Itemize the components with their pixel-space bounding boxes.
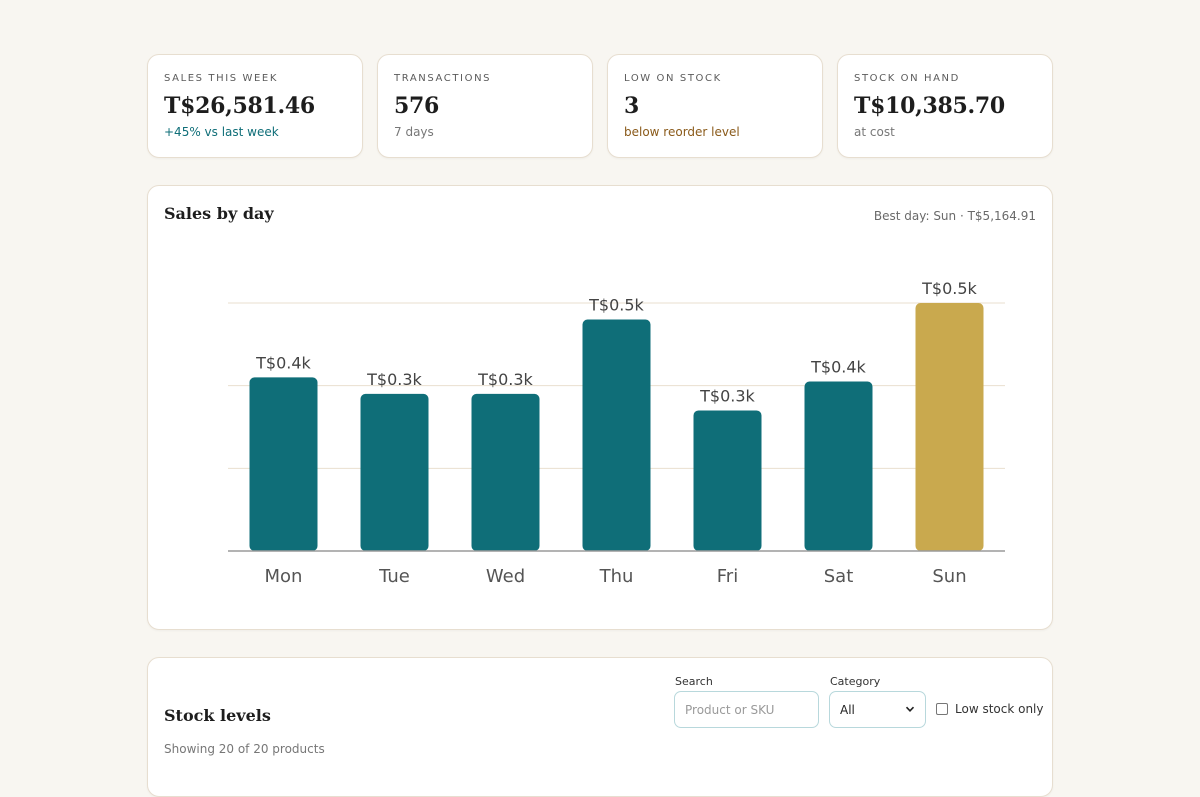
x-tick-label: Sun <box>932 566 966 587</box>
x-tick-label: Tue <box>378 566 410 587</box>
bar-fri <box>693 410 762 551</box>
search-input[interactable] <box>674 691 819 728</box>
bar-value-label: T$0.5k <box>921 279 977 298</box>
kpi-value: 3 <box>624 93 640 119</box>
x-tick-label: Sat <box>824 566 854 587</box>
bar-value-label: T$0.3k <box>699 386 755 405</box>
chart-title: Sales by day <box>164 204 274 223</box>
kpi-card-transactions: TRANSACTIONS 576 7 days <box>377 54 593 158</box>
kpi-card-stock-on-hand: STOCK ON HAND T$10,385.70 at cost <box>837 54 1053 158</box>
bar-value-label: T$0.4k <box>810 358 866 377</box>
bar-mon <box>249 377 318 551</box>
bar-value-label: T$0.5k <box>588 296 644 315</box>
kpi-card-sales: SALES THIS WEEK T$26,581.46 +45% vs last… <box>147 54 363 158</box>
sales-bar-chart: T$0.4k Mon T$0.3k Tue T$0.3k Wed T$0.5k Thu T$0.… <box>228 279 1005 587</box>
kpi-card-low-stock: LOW ON STOCK 3 below reorder level <box>607 54 823 158</box>
kpi-sub: below reorder level <box>624 125 740 139</box>
stock-count: Showing 20 of 20 products <box>164 742 325 756</box>
kpi-sub: at cost <box>854 125 895 139</box>
stock-title: Stock levels <box>164 706 271 725</box>
x-tick-label: Fri <box>717 566 738 587</box>
category-select[interactable]: All <box>829 691 926 728</box>
kpi-label: SALES THIS WEEK <box>164 73 278 84</box>
bar-tue <box>360 393 429 551</box>
kpi-sub: 7 days <box>394 125 434 139</box>
bar-wed <box>471 393 540 551</box>
stock-levels-card: Stock levels Showing 20 of 20 products S… <box>147 657 1053 797</box>
kpi-value: T$10,385.70 <box>854 93 1005 119</box>
bar-sat <box>804 381 873 551</box>
category-label: Category <box>830 675 881 688</box>
sales-chart-card: Sales by day Best day: Sun · T$5,164.91 … <box>147 185 1053 630</box>
bar-sun <box>915 303 984 551</box>
bar-value-label: T$0.3k <box>477 370 533 389</box>
search-label: Search <box>675 675 713 688</box>
bar-thu <box>582 319 651 551</box>
category-value: All <box>840 702 855 717</box>
low-stock-checkbox[interactable] <box>936 703 948 715</box>
kpi-value: T$26,581.46 <box>164 93 315 119</box>
kpi-sub: +45% vs last week <box>164 125 279 139</box>
low-stock-toggle[interactable]: Low stock only <box>936 702 1044 716</box>
x-tick-label: Thu <box>599 566 634 587</box>
kpi-label: TRANSACTIONS <box>394 73 492 84</box>
kpi-label: STOCK ON HAND <box>854 73 960 84</box>
bar-value-label: T$0.3k <box>366 370 422 389</box>
best-day-note: Best day: Sun · T$5,164.91 <box>873 209 1036 223</box>
kpi-label: LOW ON STOCK <box>624 73 722 84</box>
low-stock-label: Low stock only <box>955 702 1044 716</box>
bar-value-label: T$0.4k <box>255 353 311 372</box>
x-tick-label: Mon <box>265 566 303 587</box>
chevron-down-icon <box>905 703 915 717</box>
x-tick-label: Wed <box>486 566 525 587</box>
kpi-value: 576 <box>394 93 440 119</box>
